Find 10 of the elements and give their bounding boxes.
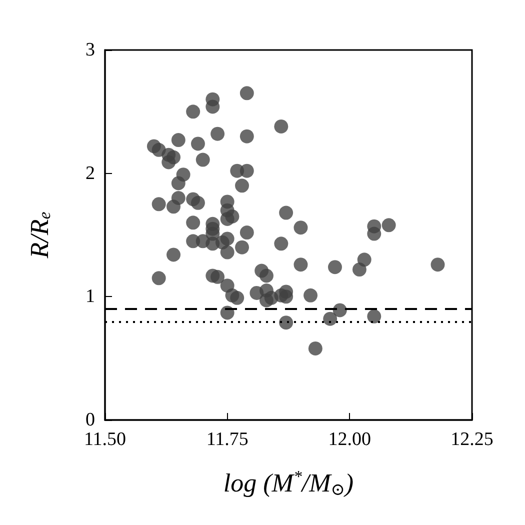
y-axis-title: R/Re (24, 211, 54, 260)
x-axis-title: log (M*/M⊙) (223, 467, 354, 499)
y-tick-label: 2 (86, 162, 95, 184)
x-tick-label: 11.75 (206, 429, 248, 450)
y-tick-label: 1 (86, 286, 95, 308)
x-tick-label: 11.50 (84, 429, 126, 450)
y-tick-label: 0 (86, 410, 95, 430)
x-tick-label: 12.00 (328, 429, 372, 450)
x-tick-label: 12.25 (450, 429, 494, 450)
y-tick-label: 3 (86, 40, 95, 60)
